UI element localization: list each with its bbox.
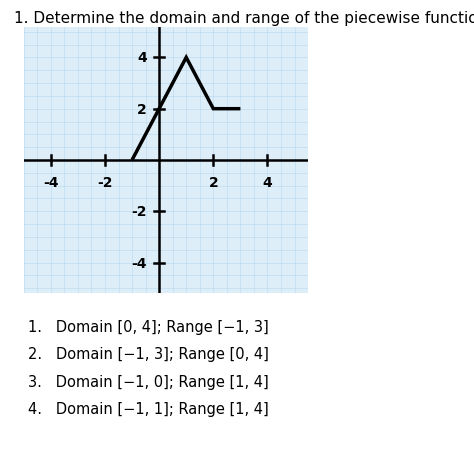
Text: 1.   Domain [0, 4]; Range [−1, 3]: 1. Domain [0, 4]; Range [−1, 3] — [28, 319, 269, 334]
Text: -4: -4 — [131, 256, 147, 270]
Text: -2: -2 — [97, 176, 113, 190]
Text: 2: 2 — [137, 102, 147, 117]
Text: 3.   Domain [−1, 0]; Range [1, 4]: 3. Domain [−1, 0]; Range [1, 4] — [28, 374, 269, 389]
Text: 4.   Domain [−1, 1]; Range [1, 4]: 4. Domain [−1, 1]; Range [1, 4] — [28, 402, 269, 417]
Text: -4: -4 — [43, 176, 58, 190]
Text: -2: -2 — [131, 205, 147, 219]
Text: 2.   Domain [−1, 3]; Range [0, 4]: 2. Domain [−1, 3]; Range [0, 4] — [28, 347, 269, 362]
Text: 4: 4 — [137, 51, 147, 65]
Text: 2: 2 — [209, 176, 218, 190]
Text: 1. Determine the domain and range of the piecewise function.: 1. Determine the domain and range of the… — [14, 11, 474, 27]
Text: 4: 4 — [263, 176, 273, 190]
